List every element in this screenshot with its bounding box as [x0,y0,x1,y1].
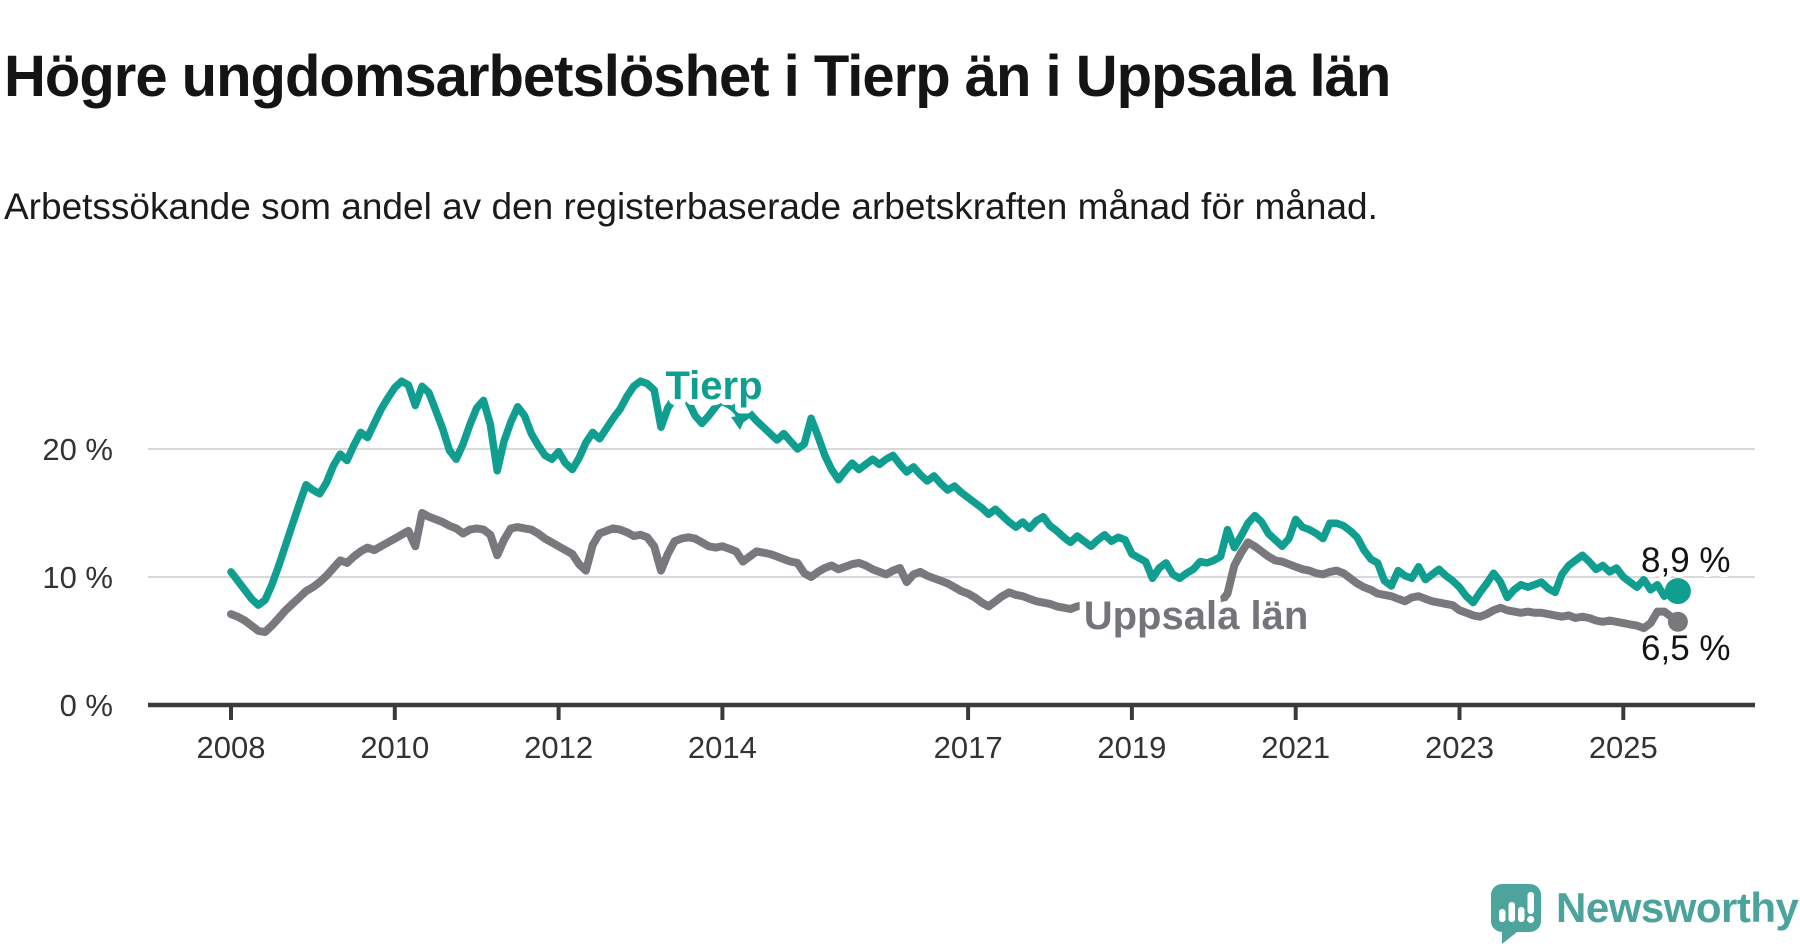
tierp-end-value-label: 8,9 % [1641,541,1731,580]
x-tick-label: 2010 [360,730,429,765]
chart-subtitle: Arbetssökande som andel av den registerb… [4,186,1378,227]
page-title: Högre ungdomsarbetslöshet i Tierp än i U… [4,43,1391,109]
x-tick-label: 2014 [688,730,757,765]
x-tick-label: 2019 [1097,730,1166,765]
newsworthy-logo: Newsworthy [1487,882,1800,946]
x-axis [148,702,1755,720]
tierp-end-dot [1664,578,1691,605]
x-tick-label: 2025 [1589,730,1658,765]
uppsala-line-series [227,509,1682,636]
x-tick-label: 2017 [934,730,1003,765]
uppsala-end-dot [1667,611,1688,632]
tierp-line-series [227,377,1682,609]
y-tick-label: 0 % [60,688,113,723]
x-tick-label: 2012 [524,730,593,765]
uppsala-line-label: Uppsala län [1084,594,1309,638]
newsworthy-logo-mark-icon [1491,884,1541,944]
x-tick-label: 2008 [197,730,266,765]
uppsala-end-value-label: 6,5 % [1641,629,1731,668]
y-tick-label: 20 % [42,432,113,467]
x-tick-label: 2023 [1425,730,1494,765]
gridlines [148,448,1755,578]
y-tick-label: 10 % [42,560,113,595]
x-tick-label: 2021 [1261,730,1330,765]
newsworthy-logo-text: Newsworthy [1556,884,1799,931]
x-axis-labels: 2008 2010 2012 2014 2017 2019 2021 2023 2025 [197,730,1658,765]
tierp-line-label: Tierp [665,364,762,408]
tierp-annotation-arrowhead-icon [731,415,747,430]
y-axis-labels: 0 % 10 % 20 % [42,432,113,723]
